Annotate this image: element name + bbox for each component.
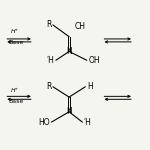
Text: H⁺: H⁺ — [11, 88, 19, 93]
Text: H⁺: H⁺ — [11, 29, 19, 34]
Text: R: R — [46, 20, 51, 29]
Text: ʹH: ʹH — [84, 118, 92, 127]
Text: CH: CH — [75, 22, 86, 31]
Text: HO: HO — [38, 118, 50, 127]
Text: Base: Base — [9, 40, 24, 45]
Text: R: R — [46, 82, 51, 91]
Text: OH: OH — [88, 56, 100, 65]
Text: H: H — [87, 82, 93, 91]
Text: N: N — [66, 107, 72, 116]
Text: Base: Base — [9, 99, 24, 104]
Text: N: N — [66, 47, 72, 56]
Text: ʹH: ʹH — [46, 56, 54, 65]
